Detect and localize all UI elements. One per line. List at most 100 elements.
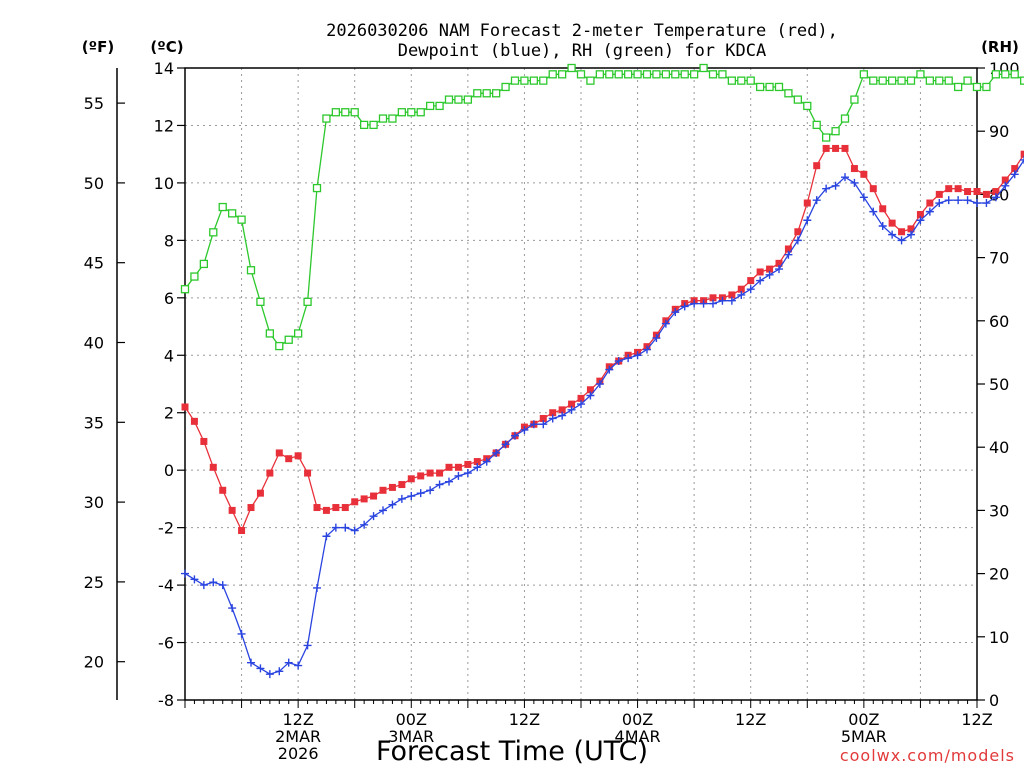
dewpoint-point: [463, 469, 472, 478]
dewpoint-point: [369, 512, 378, 521]
rh-tick-label: 40: [989, 438, 1009, 457]
temperature-point: [398, 481, 406, 489]
rh-point: [227, 209, 237, 218]
temperature-point: [285, 455, 293, 463]
rh-point: [605, 70, 614, 79]
dewpoint-point: [397, 494, 406, 503]
rh-tick-label: 20: [989, 565, 1009, 584]
dewpoint-point: [699, 299, 708, 308]
rh-tick-label: 30: [989, 501, 1009, 520]
fahrenheit-tick-label: 20: [84, 653, 104, 672]
temperature-point: [964, 188, 972, 196]
dewpoint-point: [718, 296, 727, 305]
rh-point: [916, 70, 925, 79]
dewpoint-point: [859, 193, 868, 202]
rh-point: [614, 70, 623, 79]
series-temperature: [181, 144, 1024, 535]
rh-point: [454, 95, 463, 104]
temperature-point: [200, 437, 208, 445]
celsius-tick-label: 0: [164, 461, 174, 480]
rh-point: [642, 70, 652, 79]
grid-lines: [185, 68, 977, 700]
rh-point: [963, 76, 972, 85]
rh-point: [237, 215, 246, 224]
temperature-point: [549, 409, 557, 417]
celsius-tick-label: 8: [164, 231, 174, 250]
rh-point: [944, 76, 953, 85]
temperature-point: [766, 265, 774, 273]
credit-text: coolwx.com/models: [840, 746, 1015, 765]
dewpoint-point: [963, 196, 972, 205]
dewpoint-point: [982, 199, 991, 208]
series-line-temperature: [184, 147, 1024, 533]
dewpoint-point: [265, 670, 274, 679]
time-tick-label: 2MAR: [275, 727, 321, 746]
rh-point: [746, 76, 755, 85]
temperature-point: [209, 463, 217, 471]
temperature-point: [190, 417, 198, 425]
dewpoint-point: [558, 411, 567, 420]
rh-point: [576, 70, 586, 79]
temperature-point: [982, 190, 990, 198]
dewpoint-point: [1001, 181, 1010, 190]
series-layer: [180, 63, 1024, 679]
series-dewpoint: [181, 155, 1024, 679]
dewpoint-point: [624, 354, 633, 363]
temperature-point: [568, 400, 576, 408]
rh-point: [897, 76, 906, 85]
rh-point: [482, 89, 491, 98]
rh-point: [812, 120, 821, 130]
dewpoint-point: [586, 391, 595, 400]
dewpoint-point: [567, 405, 576, 414]
rh-point: [699, 63, 708, 73]
temperature-point: [360, 495, 368, 503]
rh-point: [444, 95, 454, 104]
chart-title-line1: 2026030206 NAM Forecast 2-meter Temperat…: [326, 21, 838, 41]
dewpoint-point: [303, 641, 312, 650]
rh-point: [972, 82, 982, 92]
temperature-point: [935, 190, 943, 198]
time-tick-label: 5MAR: [841, 727, 887, 746]
temperature-point: [322, 506, 330, 514]
dewpoint-point: [756, 276, 765, 285]
rh-point: [784, 89, 793, 98]
dewpoint-point: [709, 299, 717, 308]
celsius-tick-label: 6: [164, 289, 174, 308]
dewpoint-point: [775, 265, 783, 274]
series-line-rh: [184, 67, 1024, 347]
temperature-point: [586, 386, 594, 394]
dewpoint-point: [690, 299, 699, 308]
rh-point: [661, 70, 671, 79]
time-tick-label: 12Z: [509, 710, 540, 729]
rh-point: [284, 335, 293, 344]
rh-point: [737, 76, 746, 85]
dewpoint-point: [511, 431, 519, 440]
series-line-dewpoint: [184, 158, 1024, 675]
dewpoint-point: [275, 667, 284, 676]
temperature-point: [539, 414, 547, 422]
fahrenheit-tick-label: 50: [84, 174, 104, 193]
rh-point: [322, 114, 331, 123]
rh-point: [623, 70, 633, 79]
temperature-point: [794, 228, 802, 236]
temperature-point: [1020, 150, 1024, 158]
dewpoint-point: [746, 285, 755, 294]
dewpoint-point: [916, 216, 925, 225]
rh-point: [199, 259, 209, 269]
temperature-point: [860, 170, 868, 178]
temperature-point: [898, 228, 906, 236]
temperature-point: [850, 165, 858, 173]
dewpoint-point: [822, 184, 831, 193]
celsius-tick-label: 12: [154, 116, 174, 135]
fahrenheit-tick-label: 35: [84, 413, 104, 432]
rh-axis-label: (RH): [981, 38, 1019, 56]
dewpoint-point: [473, 463, 482, 472]
dewpoint-point: [577, 400, 585, 409]
rh-point: [548, 70, 557, 79]
rh-point: [765, 82, 774, 92]
rh-point: [991, 70, 1001, 79]
temperature-point: [907, 225, 915, 233]
dewpoint-point: [671, 308, 680, 317]
rh-point: [878, 76, 887, 85]
